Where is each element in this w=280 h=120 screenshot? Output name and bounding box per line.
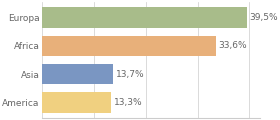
Text: 13,3%: 13,3% bbox=[114, 98, 142, 107]
Bar bbox=[42, 92, 111, 113]
Text: 39,5%: 39,5% bbox=[249, 13, 278, 22]
Bar bbox=[42, 7, 247, 28]
Bar bbox=[42, 64, 113, 84]
Bar bbox=[42, 36, 216, 56]
Text: 13,7%: 13,7% bbox=[116, 70, 144, 79]
Text: 33,6%: 33,6% bbox=[219, 41, 247, 50]
